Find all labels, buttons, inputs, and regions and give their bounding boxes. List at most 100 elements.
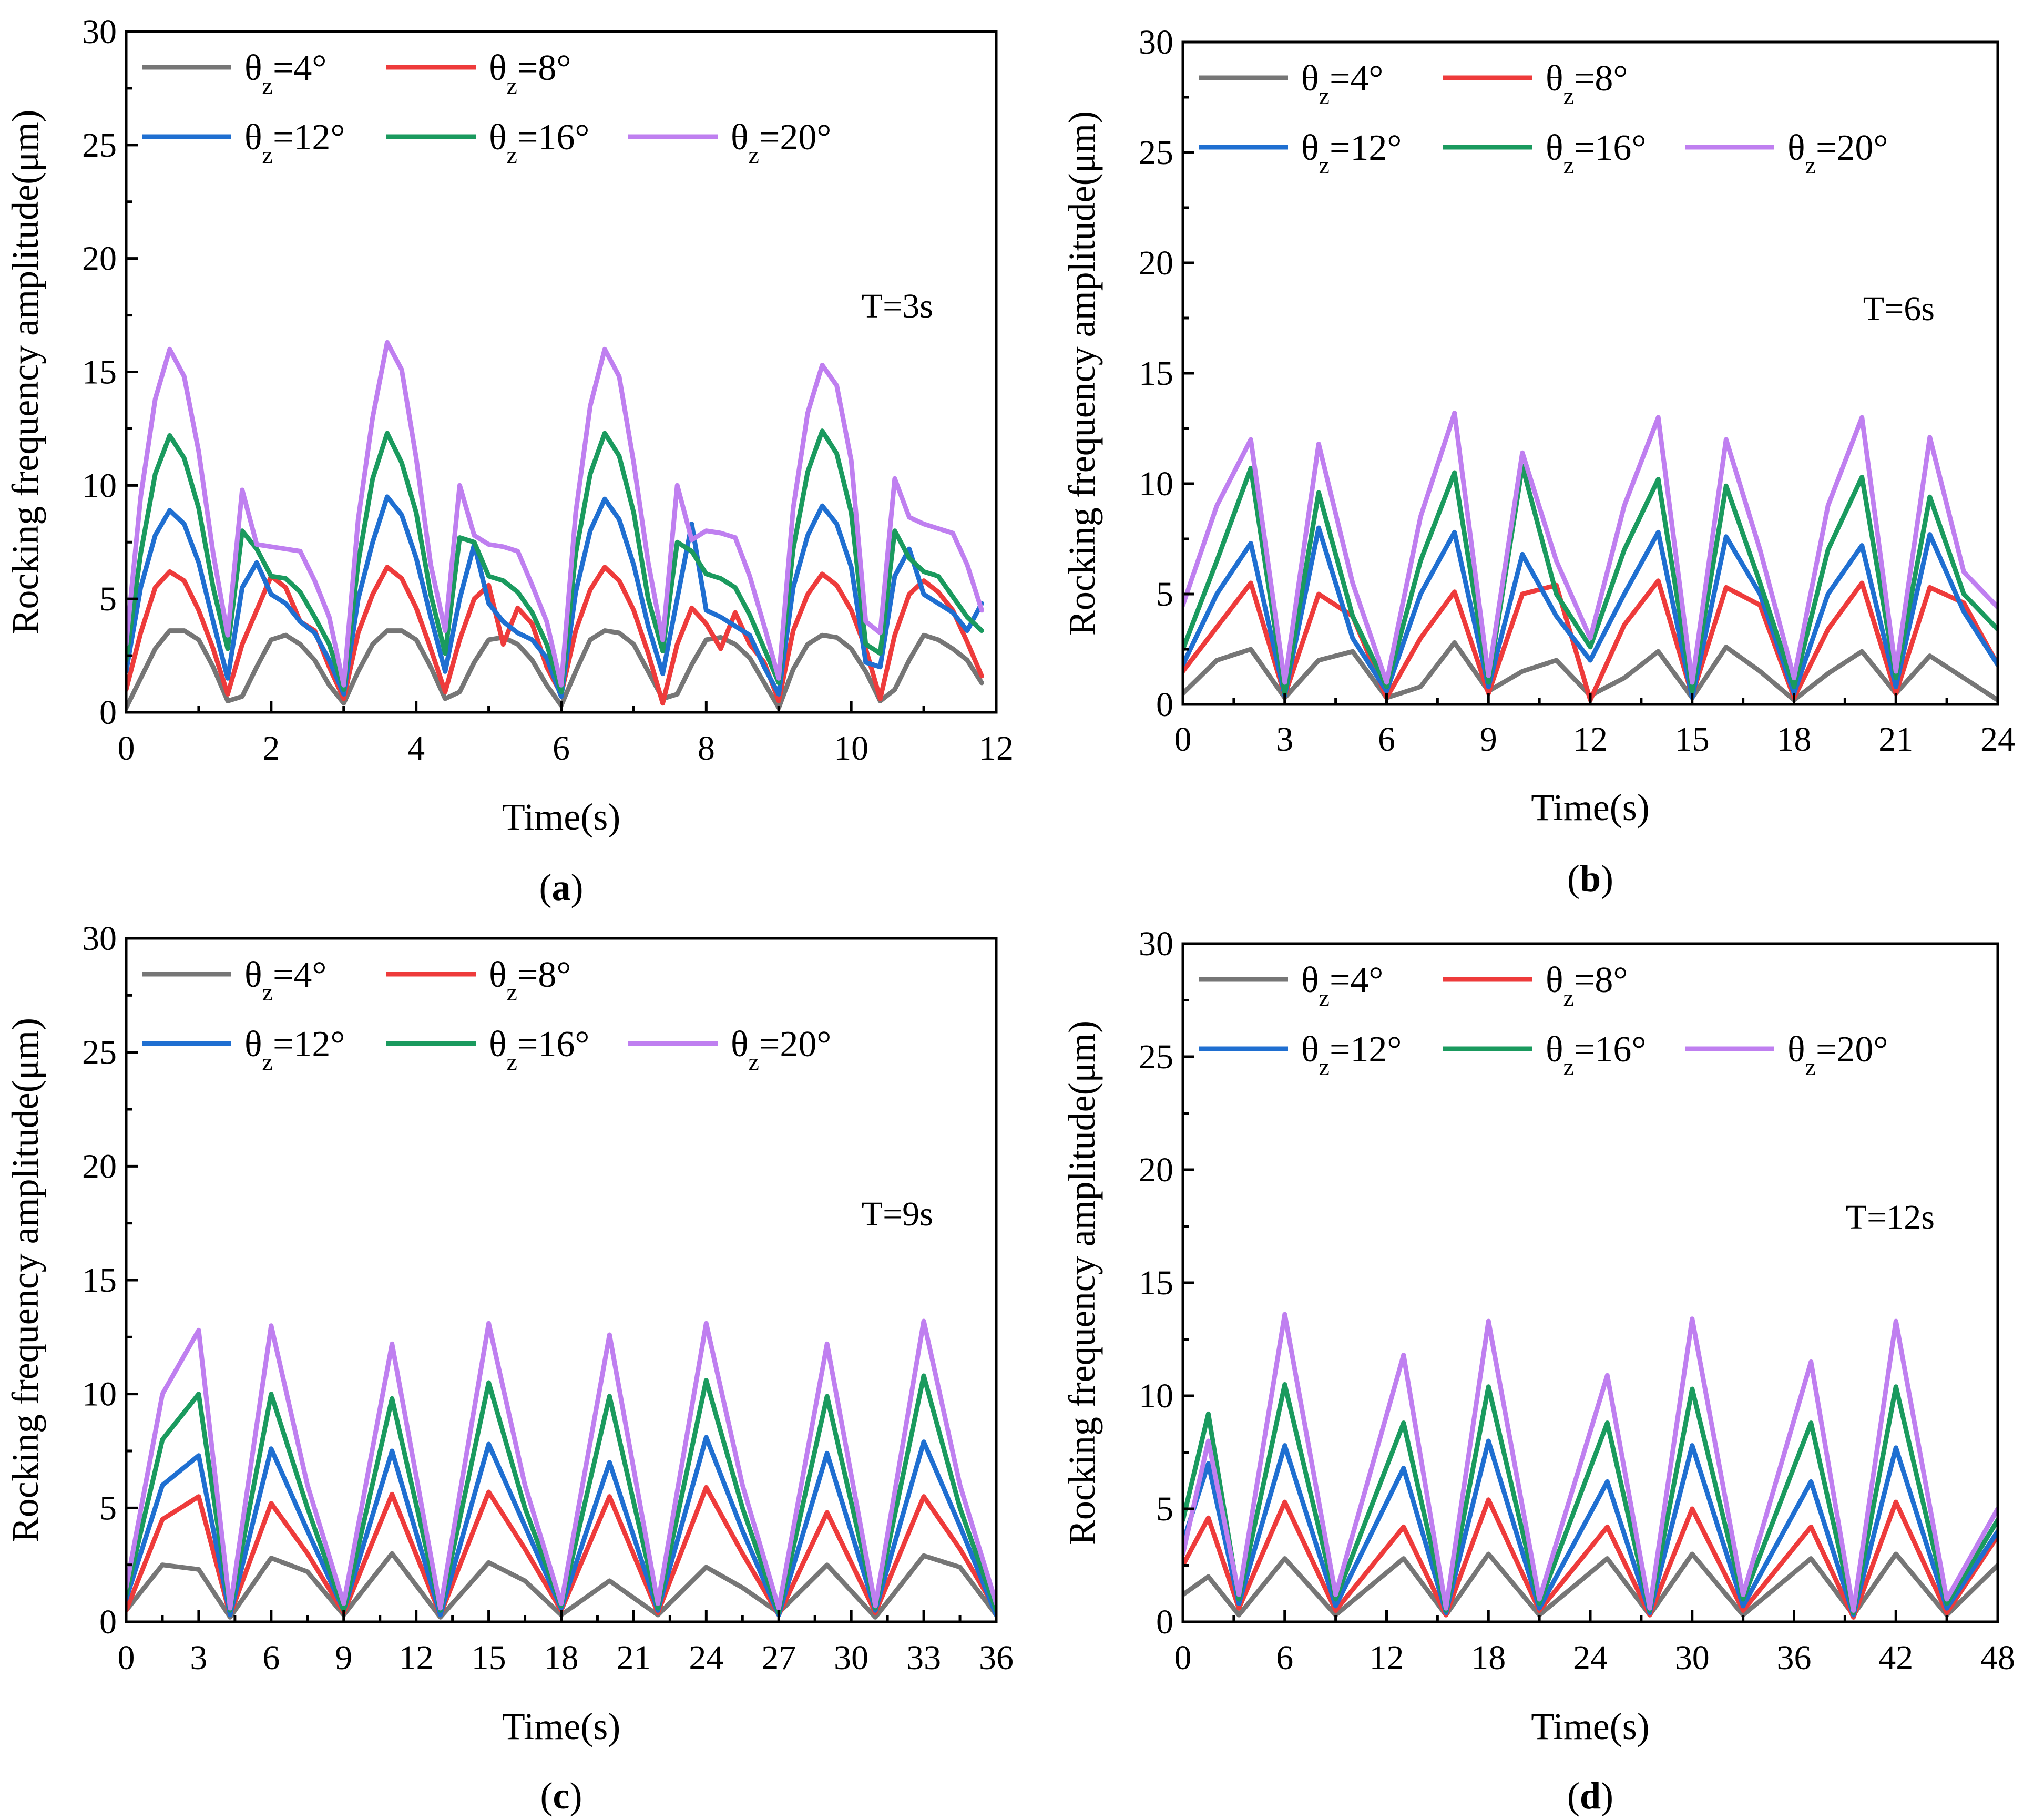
x-tick-label: 33 bbox=[906, 1639, 941, 1677]
legend: θz=4° θz=8° θz=12° θz=16° θz=20° bbox=[1199, 960, 1888, 1080]
x-axis-title: Time(s) bbox=[502, 796, 620, 838]
x-tick-label: 3 bbox=[190, 1639, 207, 1677]
x-axis-title: Time(s) bbox=[1531, 1705, 1649, 1747]
x-tick-label: 0 bbox=[118, 729, 135, 768]
legend-label: θz=20° bbox=[731, 117, 831, 168]
series-line-4 bbox=[126, 428, 984, 694]
legend-label: θz=12° bbox=[1301, 128, 1402, 179]
period-label: T=6s bbox=[1863, 290, 1935, 328]
series-line-5 bbox=[126, 340, 984, 688]
y-tick-label: 5 bbox=[1156, 575, 1173, 614]
x-tick-label: 9 bbox=[1480, 720, 1497, 759]
legend-label: θz=8° bbox=[1546, 58, 1628, 109]
caption-part: d bbox=[1580, 1775, 1601, 1817]
series-line-1 bbox=[1183, 640, 1998, 703]
caption-part: ( bbox=[1567, 857, 1580, 899]
x-tick-label: 30 bbox=[834, 1639, 868, 1677]
y-tick-label: 30 bbox=[82, 13, 117, 51]
y-axis-title: Rocking frequency amplitude(μm) bbox=[4, 109, 46, 634]
x-tick-label: 12 bbox=[1573, 720, 1608, 759]
caption-part: ( bbox=[539, 866, 552, 908]
series-line-1 bbox=[126, 1551, 996, 1620]
series-group bbox=[126, 1318, 996, 1620]
x-tick-label: 36 bbox=[979, 1639, 1014, 1677]
y-tick-label: 25 bbox=[82, 126, 117, 165]
y-axis-title: Rocking frequency amplitude(μm) bbox=[1061, 1020, 1103, 1545]
chart-panel-d: 0 6 12 18 24 30 36 42 48 0 5 10 15 20 25 30 Time(s) Rocki… bbox=[1061, 925, 2015, 1817]
period-label: T=3s bbox=[862, 287, 933, 325]
series-line-3 bbox=[126, 1435, 996, 1618]
x-tick-label: 48 bbox=[1980, 1639, 2015, 1677]
series-group bbox=[1183, 411, 1998, 703]
series-line-2 bbox=[126, 1485, 996, 1618]
x-tick-label: 4 bbox=[407, 729, 425, 768]
legend-label: θz=20° bbox=[1787, 1029, 1888, 1080]
y-tick-label: 5 bbox=[99, 580, 117, 618]
series-group bbox=[126, 340, 984, 710]
y-tick-label: 30 bbox=[1139, 23, 1173, 62]
y-tick-label: 30 bbox=[1139, 925, 1173, 963]
x-tick-label: 36 bbox=[1777, 1639, 1812, 1677]
x-tick-label: 18 bbox=[1777, 720, 1812, 759]
x-tick-label: 2 bbox=[262, 729, 280, 768]
chart-panel-c: 0 3 6 9 12 15 18 21 24 27 30 33 36051015202530Time(s… bbox=[4, 919, 1014, 1817]
legend-label: θz=16° bbox=[1546, 128, 1646, 179]
x-tick-label: 0 bbox=[1174, 1639, 1192, 1677]
x-tick-label: 24 bbox=[1980, 720, 2015, 759]
x-tick-label: 24 bbox=[689, 1639, 723, 1677]
y-tick-label: 10 bbox=[82, 466, 117, 505]
x-tick-label: 6 bbox=[1276, 1639, 1293, 1677]
x-tick-label: 10 bbox=[834, 729, 868, 768]
y-tick-label: 25 bbox=[1139, 1038, 1173, 1076]
panel-caption: (b) bbox=[1567, 857, 1613, 899]
series-line-3 bbox=[126, 494, 984, 699]
series-line-1 bbox=[126, 628, 984, 710]
y-axis-title: Rocking frequency amplitude(μm) bbox=[4, 1018, 46, 1542]
x-tick-label: 6 bbox=[553, 729, 570, 768]
period-label: T=9s bbox=[862, 1195, 933, 1233]
legend-label: θz=16° bbox=[489, 117, 589, 168]
y-tick-label: 10 bbox=[1139, 465, 1173, 503]
y-tick-label: 0 bbox=[99, 693, 117, 732]
x-tick-label: 0 bbox=[1174, 720, 1192, 759]
legend: θz=4° θz=8° θz=12° θz=16° θz=20° bbox=[142, 955, 831, 1075]
caption-part: ) bbox=[1601, 857, 1613, 899]
x-tick-label: 6 bbox=[262, 1639, 280, 1677]
series-line-3 bbox=[1183, 525, 1998, 700]
y-tick-label: 15 bbox=[1139, 1264, 1173, 1302]
legend-label: θz=4° bbox=[244, 48, 326, 99]
x-tick-label: 27 bbox=[761, 1639, 796, 1677]
x-tick-label: 3 bbox=[1276, 720, 1293, 759]
y-tick-label: 20 bbox=[1139, 244, 1173, 282]
y-tick-label: 25 bbox=[82, 1034, 117, 1072]
x-axis-title: Time(s) bbox=[1531, 786, 1649, 829]
y-tick-label: 5 bbox=[99, 1489, 117, 1527]
x-tick-label: 30 bbox=[1675, 1639, 1710, 1677]
y-tick-label: 0 bbox=[1156, 686, 1173, 724]
panel-caption: (c) bbox=[540, 1775, 582, 1817]
x-axis-title: Time(s) bbox=[502, 1705, 620, 1747]
legend-label: θz=4° bbox=[244, 955, 326, 1006]
y-tick-label: 10 bbox=[82, 1375, 117, 1414]
x-tick-label: 12 bbox=[979, 729, 1014, 768]
y-tick-label: 25 bbox=[1139, 134, 1173, 172]
y-tick-label: 15 bbox=[82, 353, 117, 392]
legend-label: θz=8° bbox=[489, 955, 571, 1006]
y-tick-label: 15 bbox=[1139, 354, 1173, 393]
y-tick-label: 15 bbox=[82, 1261, 117, 1300]
legend-label: θz=16° bbox=[489, 1024, 589, 1075]
chart-panel-b: 0 3 6 9 12 15 18 21 24 0 5 10 15 20 25 30 Time(s) Rocking… bbox=[1061, 23, 2015, 899]
legend: θz=4° θz=8° θz=12° θz=16° θz=20° bbox=[1199, 58, 1888, 179]
legend-label: θz=12° bbox=[244, 1024, 345, 1075]
x-tick-label: 6 bbox=[1378, 720, 1395, 759]
y-tick-label: 0 bbox=[1156, 1603, 1173, 1641]
caption-part: ( bbox=[1567, 1775, 1580, 1817]
x-tick-label: 18 bbox=[544, 1639, 579, 1677]
x-tick-label: 9 bbox=[335, 1639, 352, 1677]
y-tick-label: 30 bbox=[82, 919, 117, 958]
series-line-5 bbox=[1183, 411, 1998, 685]
legend-label: θz=16° bbox=[1546, 1029, 1646, 1080]
x-tick-label: 15 bbox=[1675, 720, 1710, 759]
legend-label: θz=20° bbox=[1787, 128, 1888, 179]
